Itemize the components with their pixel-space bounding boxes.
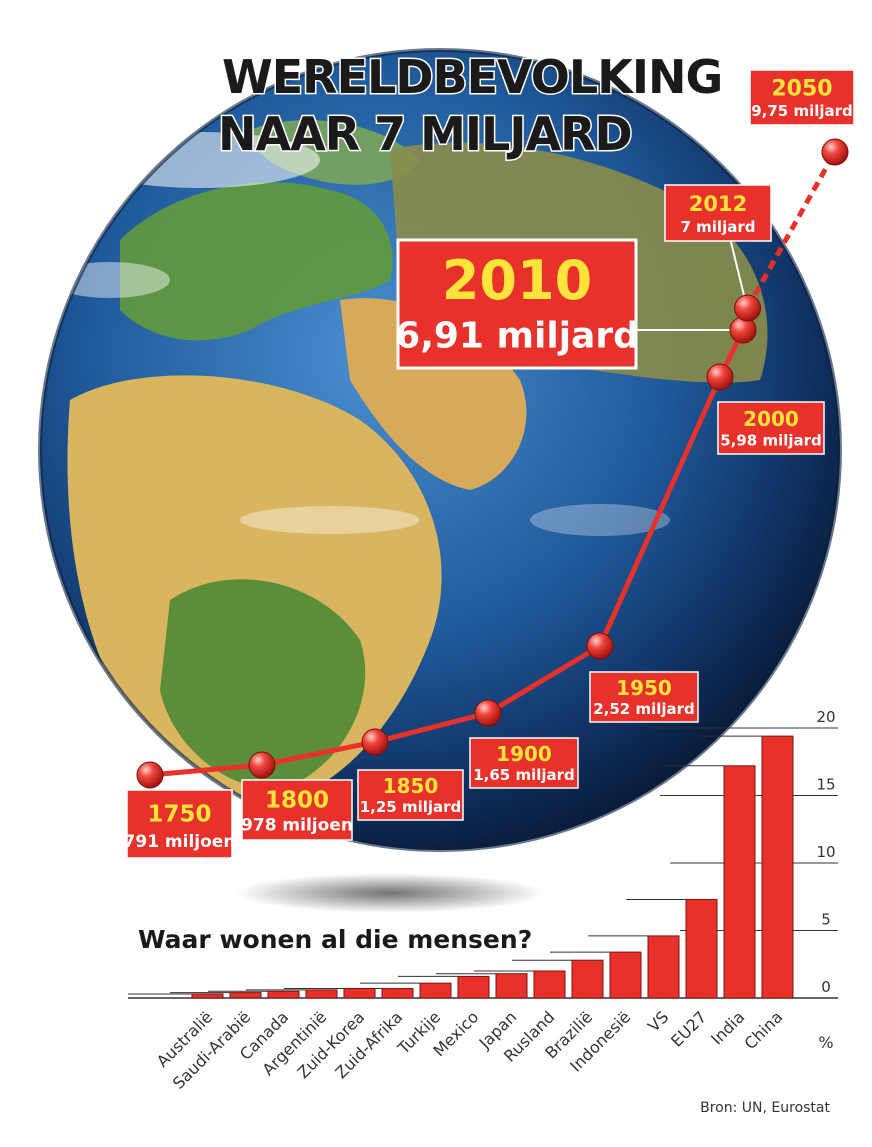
y-tick-label: 20 — [816, 708, 835, 726]
label-value: 791 miljoen — [124, 832, 236, 852]
bar — [267, 990, 300, 999]
label-box — [126, 789, 233, 859]
bar — [191, 993, 224, 999]
bar — [457, 975, 490, 999]
label-box — [749, 69, 855, 126]
label-box — [469, 737, 579, 789]
label-value: 1,65 miljard — [473, 766, 575, 784]
bar — [571, 959, 604, 999]
label-year: 1850 — [383, 774, 439, 798]
y-tick-label: 0 — [821, 978, 831, 996]
label-value: 2,52 miljard — [593, 700, 695, 718]
y-tick-label: 10 — [816, 843, 835, 861]
bar — [761, 735, 794, 999]
population-point — [586, 632, 614, 660]
bar — [533, 970, 566, 999]
label-year: 2010 — [442, 249, 592, 312]
y-tick-label: 5 — [821, 911, 831, 929]
label-box — [357, 769, 464, 821]
bar-chart-title: Waar wonen al die mensen? — [138, 925, 532, 954]
title-line-1: WERELDBEVOLKING — [222, 50, 722, 104]
label-year: 1750 — [147, 801, 211, 827]
label-box — [664, 184, 772, 242]
category-label: EU27 — [667, 1007, 710, 1050]
label-1750: 1750 791 miljoen — [124, 789, 236, 859]
label-year: 1950 — [616, 676, 672, 700]
bar — [495, 973, 528, 999]
category-label: VS — [644, 1007, 672, 1035]
population-point — [729, 316, 757, 344]
label-year: 1900 — [496, 742, 552, 766]
label-value: 978 miljoen — [241, 815, 353, 835]
label-box — [589, 671, 699, 723]
globe-shadow — [235, 873, 545, 913]
label-box — [241, 779, 353, 841]
label-value: 9,75 miljard — [751, 102, 853, 120]
label-value: 5,98 miljard — [720, 432, 822, 450]
bar — [723, 765, 756, 999]
population-point — [706, 363, 734, 391]
label-year: 2000 — [743, 407, 799, 431]
category-label: China — [741, 1007, 787, 1053]
bar — [229, 992, 262, 999]
bar — [609, 951, 642, 999]
bar — [685, 898, 718, 999]
population-point — [474, 699, 502, 727]
population-point — [361, 728, 389, 756]
bar — [343, 988, 376, 999]
label-value: 6,91 miljard — [395, 316, 639, 357]
label-2012: 2012 7 miljard — [664, 184, 772, 242]
label-box — [396, 238, 638, 370]
label-value: 7 miljard — [681, 218, 756, 236]
label-year: 1800 — [265, 788, 329, 814]
bar — [647, 935, 680, 999]
label-year: 2012 — [689, 192, 747, 216]
population-point — [821, 138, 849, 166]
label-year: 2050 — [771, 76, 832, 101]
population-point — [248, 751, 276, 779]
bar — [381, 988, 414, 999]
title-line-2: NAAR 7 MILJARD — [218, 107, 632, 161]
callout-pointer-2012 — [729, 237, 747, 303]
y-tick-label: 15 — [816, 776, 835, 794]
source-note: Bron: UN, Eurostat — [700, 1100, 830, 1116]
unit-label: % — [818, 1033, 833, 1052]
population-point — [734, 294, 762, 322]
label-value: 1,25 miljard — [360, 798, 462, 816]
label-box — [717, 401, 825, 455]
population-point — [136, 761, 164, 789]
bar — [305, 989, 338, 999]
bar — [419, 982, 452, 999]
